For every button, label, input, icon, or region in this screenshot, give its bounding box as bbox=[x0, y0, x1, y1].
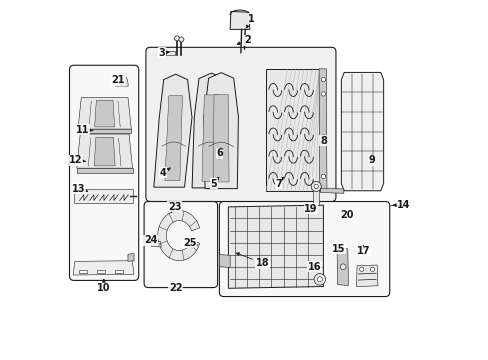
Polygon shape bbox=[73, 261, 134, 275]
Polygon shape bbox=[95, 100, 114, 127]
Text: 8: 8 bbox=[319, 136, 326, 145]
Text: 5: 5 bbox=[210, 177, 219, 189]
Text: 4: 4 bbox=[160, 168, 170, 178]
Polygon shape bbox=[336, 248, 348, 285]
Text: 10: 10 bbox=[97, 279, 110, 293]
Text: 16: 16 bbox=[307, 262, 321, 272]
Polygon shape bbox=[203, 73, 238, 189]
Text: 21: 21 bbox=[111, 75, 125, 86]
Polygon shape bbox=[356, 265, 377, 287]
Circle shape bbox=[369, 267, 374, 271]
Polygon shape bbox=[94, 137, 115, 166]
Text: 24: 24 bbox=[143, 235, 157, 245]
Circle shape bbox=[321, 174, 325, 179]
Text: 2: 2 bbox=[237, 35, 251, 45]
Text: 17: 17 bbox=[356, 246, 369, 256]
Polygon shape bbox=[166, 50, 174, 55]
Circle shape bbox=[152, 242, 155, 245]
Polygon shape bbox=[192, 73, 228, 188]
Polygon shape bbox=[74, 189, 133, 203]
Circle shape bbox=[179, 37, 183, 42]
Text: 20: 20 bbox=[339, 210, 353, 220]
Text: 19: 19 bbox=[304, 204, 317, 214]
FancyBboxPatch shape bbox=[69, 65, 139, 280]
Circle shape bbox=[317, 277, 322, 282]
FancyBboxPatch shape bbox=[145, 47, 335, 202]
Circle shape bbox=[310, 181, 321, 192]
FancyBboxPatch shape bbox=[144, 202, 217, 288]
Text: 14: 14 bbox=[392, 200, 410, 210]
Circle shape bbox=[321, 92, 325, 96]
Polygon shape bbox=[228, 205, 323, 288]
Text: 22: 22 bbox=[168, 283, 182, 293]
Polygon shape bbox=[313, 187, 319, 205]
Text: 12: 12 bbox=[69, 155, 86, 165]
Polygon shape bbox=[77, 168, 132, 173]
Polygon shape bbox=[78, 98, 131, 129]
Circle shape bbox=[174, 36, 179, 41]
Text: 18: 18 bbox=[236, 253, 269, 268]
Polygon shape bbox=[265, 69, 319, 192]
Polygon shape bbox=[158, 211, 199, 261]
Circle shape bbox=[313, 184, 318, 189]
Text: 9: 9 bbox=[367, 155, 374, 165]
Circle shape bbox=[313, 274, 325, 285]
Bar bbox=[115, 270, 123, 273]
Bar bbox=[97, 270, 105, 273]
Text: 13: 13 bbox=[72, 184, 87, 194]
Polygon shape bbox=[77, 134, 132, 168]
Polygon shape bbox=[320, 188, 343, 193]
Polygon shape bbox=[213, 95, 228, 182]
Circle shape bbox=[321, 77, 325, 82]
Text: 23: 23 bbox=[167, 202, 181, 212]
FancyBboxPatch shape bbox=[219, 202, 389, 297]
Text: 25: 25 bbox=[183, 238, 196, 248]
Polygon shape bbox=[341, 72, 383, 191]
Polygon shape bbox=[319, 69, 326, 192]
Polygon shape bbox=[202, 95, 218, 181]
Text: 1: 1 bbox=[246, 14, 255, 28]
Text: 7: 7 bbox=[275, 177, 283, 189]
Circle shape bbox=[340, 264, 346, 270]
Polygon shape bbox=[219, 255, 230, 267]
Polygon shape bbox=[164, 96, 182, 181]
Bar bbox=[79, 270, 87, 273]
Polygon shape bbox=[115, 76, 128, 86]
Ellipse shape bbox=[187, 243, 197, 248]
Text: 15: 15 bbox=[331, 244, 345, 254]
Text: 6: 6 bbox=[216, 148, 223, 159]
Circle shape bbox=[321, 135, 325, 139]
Text: 3: 3 bbox=[158, 48, 169, 58]
Polygon shape bbox=[128, 253, 134, 261]
Text: 11: 11 bbox=[76, 125, 93, 135]
Polygon shape bbox=[154, 74, 192, 187]
Ellipse shape bbox=[189, 244, 195, 247]
Polygon shape bbox=[150, 241, 161, 247]
Polygon shape bbox=[78, 129, 131, 134]
Circle shape bbox=[359, 267, 363, 271]
Polygon shape bbox=[230, 12, 249, 30]
